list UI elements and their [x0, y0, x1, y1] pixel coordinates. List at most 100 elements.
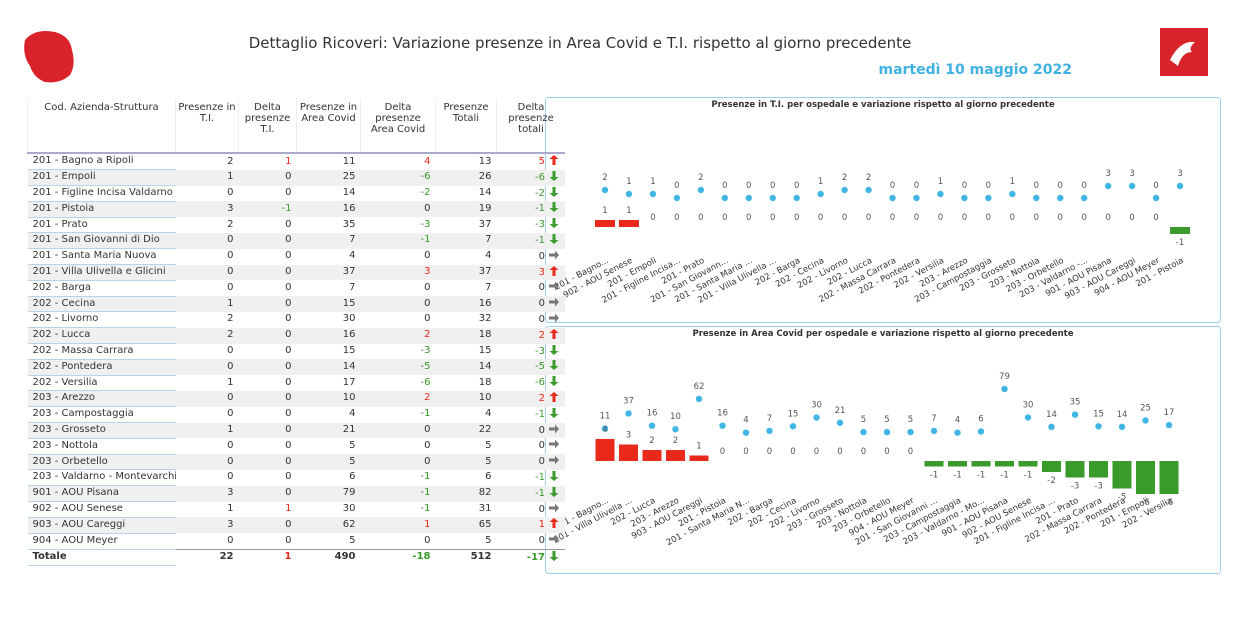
cell-value: 3	[227, 202, 234, 214]
point-label: 0	[962, 181, 967, 191]
cell: 0	[176, 344, 239, 360]
row: 203 - Nottola 0 0 5 0 5 0	[27, 438, 566, 455]
arrow-shape	[549, 344, 559, 355]
cell: 0	[239, 375, 297, 391]
bar-label: 0	[674, 213, 679, 223]
row: 904 - AOU Meyer 0 0 5 0 5 0	[27, 533, 566, 550]
cell-value: 0	[285, 424, 292, 436]
point	[977, 428, 985, 435]
cell-value: -18	[412, 551, 431, 563]
cell-value: 35	[342, 218, 356, 230]
arrow-shape	[549, 297, 559, 307]
point-label: 7	[931, 414, 936, 424]
bar-label: 4	[602, 425, 607, 435]
cell-value: 0	[538, 313, 545, 325]
row-label: 904 - AOU Meyer	[27, 533, 176, 550]
cell-value: 0	[285, 171, 292, 183]
cell-value: 0	[538, 250, 545, 262]
cell-value: -3	[535, 345, 545, 357]
cell: 37	[436, 265, 497, 281]
panel	[545, 326, 1221, 574]
cell: 0	[239, 533, 297, 549]
cell: 0	[239, 217, 297, 233]
row-label-text: 201 - San Giovanni di Dio	[32, 234, 160, 246]
point-label: 0	[770, 181, 775, 191]
point-label: 0	[674, 181, 679, 191]
cell: 4	[436, 407, 497, 423]
cell: -17	[496, 548, 565, 566]
point-label: 1	[650, 177, 655, 187]
cell-value: -1	[535, 234, 545, 246]
cell: 2	[361, 391, 436, 407]
point-label: 4	[955, 416, 960, 426]
cell-value: -1	[535, 471, 545, 483]
cell: 0	[361, 423, 436, 439]
cell: 22	[175, 548, 239, 566]
row: 202 - Barga 0 0 7 0 7 0	[27, 280, 566, 297]
point	[1128, 182, 1136, 190]
cell-value: 0	[285, 439, 292, 451]
cell: 2	[361, 328, 436, 344]
cell-value: 14	[478, 187, 492, 199]
arrow-shape	[549, 313, 559, 323]
cell: -3	[497, 217, 566, 233]
cell-value: 16	[342, 329, 356, 341]
row-label-text: 202 - Lucca	[32, 329, 91, 341]
cell-value: 37	[342, 266, 356, 278]
cell-value: 7	[485, 234, 492, 246]
cell-value: 0	[227, 455, 234, 467]
cell-value: -1	[535, 408, 545, 420]
cell-value: 0	[424, 439, 431, 451]
cell-value: -5	[420, 360, 431, 372]
cell-value: -6	[535, 377, 545, 389]
bar-label: 0	[938, 213, 943, 223]
cell: 15	[297, 296, 361, 312]
cell-value: -1	[420, 471, 431, 483]
cell-value: 7	[485, 281, 492, 293]
cell: 0	[239, 312, 297, 328]
cell-value: 25	[342, 171, 356, 183]
cell: 2	[497, 328, 566, 344]
point-label: 6	[978, 415, 983, 425]
arrow-shape	[549, 391, 559, 402]
cell: 0	[176, 265, 239, 281]
cell: 0	[176, 186, 239, 202]
arrow-shape	[549, 170, 559, 181]
bar-label: 0	[746, 213, 751, 223]
row: 903 - AOU Careggi 3 0 62 1 65 1	[27, 517, 565, 534]
cell: -5	[361, 359, 436, 375]
point	[1176, 182, 1184, 190]
cell-value: 0	[285, 329, 292, 341]
bar-label: 0	[770, 213, 775, 223]
row: 201 - Bagno a Ripoli 2 1 11 4 13 5	[27, 153, 566, 171]
point	[1152, 194, 1160, 202]
row-label: 203 - Valdarno - Montevarchi	[27, 469, 176, 487]
cell-value: 6	[349, 471, 356, 483]
table: Cod. Azienda-Struttura Presenze in T.I. De…	[27, 98, 566, 567]
point	[789, 423, 797, 430]
bar-label: -1	[1000, 471, 1008, 481]
cell-value: 0	[285, 218, 292, 230]
cell: -1	[361, 233, 436, 249]
cell: 5	[436, 454, 497, 470]
row: 202 - Livorno 2 0 30 0 32 0	[27, 311, 566, 329]
chart-title: Presenze in Area Covid per ospedale e va…	[693, 329, 1074, 339]
cell-value: 0	[285, 266, 292, 278]
cell-value: 30	[342, 313, 356, 325]
bar-label: 0	[914, 213, 919, 223]
cell: 0	[361, 533, 436, 549]
cell: 0	[176, 454, 239, 470]
row: 201 - San Giovanni di Dio 0 0 7 -1 7 -1	[27, 232, 565, 250]
row-label-text: 203 - Valdarno - Montevarchi	[32, 471, 176, 483]
cell: 1	[239, 153, 297, 170]
cell: 5	[436, 438, 497, 454]
trend-arrow	[549, 202, 559, 213]
cell: 0	[176, 438, 239, 454]
row-label-text: 201 - Bagno a Ripoli	[32, 155, 134, 167]
bar-label: 0	[814, 447, 819, 457]
cell-value: 0	[538, 503, 545, 515]
row-label: 203 - Nottola	[27, 438, 176, 455]
cell-value: 1	[227, 503, 234, 515]
cell: 4	[297, 249, 361, 265]
cell: 0	[497, 502, 566, 518]
